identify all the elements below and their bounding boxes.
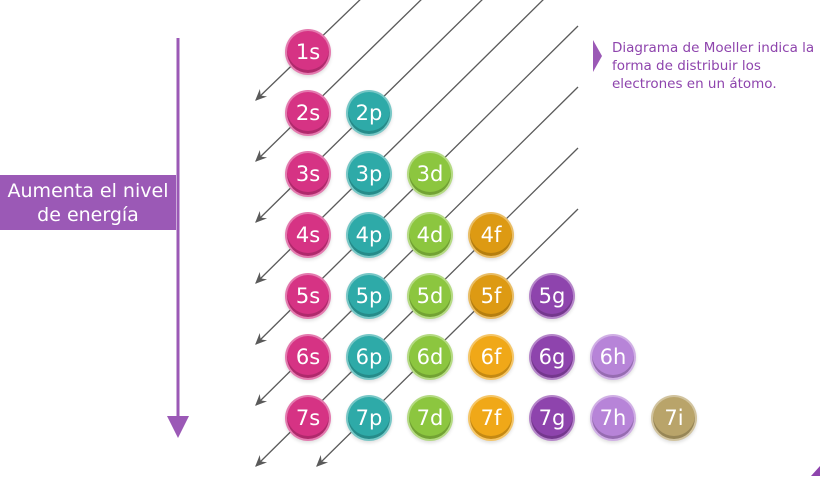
orbital-7d: 7d xyxy=(407,395,453,441)
energy-axis xyxy=(167,38,189,438)
orbital-5f: 5f xyxy=(468,273,514,319)
orbital-2p: 2p xyxy=(346,90,392,136)
orbital-6f: 6f xyxy=(468,334,514,380)
orbital-7s: 7s xyxy=(285,395,331,441)
diagonal-arrow xyxy=(255,0,422,162)
orbital-7f: 7f xyxy=(468,395,514,441)
orbital-7p: 7p xyxy=(346,395,392,441)
orbital-4d: 4d xyxy=(407,212,453,258)
orbital-4s: 4s xyxy=(285,212,331,258)
orbital-4p: 4p xyxy=(346,212,392,258)
orbital-6p: 6p xyxy=(346,334,392,380)
orbital-7i: 7i xyxy=(651,395,697,441)
orbital-1s: 1s xyxy=(285,29,331,75)
orbital-6g: 6g xyxy=(529,334,575,380)
orbital-5p: 5p xyxy=(346,273,392,319)
orbital-5g: 5g xyxy=(529,273,575,319)
note-text: Diagrama de Moeller indica la forma de d… xyxy=(612,40,815,92)
energy-level-label-line1: Aumenta el nivel xyxy=(7,179,169,202)
orbital-3s: 3s xyxy=(285,151,331,197)
note-marker-icon xyxy=(593,40,602,72)
orbital-3p: 3p xyxy=(346,151,392,197)
orbital-6d: 6d xyxy=(407,334,453,380)
orbital-7g: 7g xyxy=(529,395,575,441)
orbital-5s: 5s xyxy=(285,273,331,319)
orbital-7h: 7h xyxy=(590,395,636,441)
orbital-6h: 6h xyxy=(590,334,636,380)
corner-triangle-icon xyxy=(811,466,820,476)
energy-level-label: Aumenta el nivel de energía xyxy=(0,175,176,230)
energy-axis-arrowhead xyxy=(167,416,189,438)
orbital-3d: 3d xyxy=(407,151,453,197)
orbital-4f: 4f xyxy=(468,212,514,258)
orbital-6s: 6s xyxy=(285,334,331,380)
orbital-2s: 2s xyxy=(285,90,331,136)
orbital-5d: 5d xyxy=(407,273,453,319)
energy-level-label-line2: de energía xyxy=(37,203,139,226)
